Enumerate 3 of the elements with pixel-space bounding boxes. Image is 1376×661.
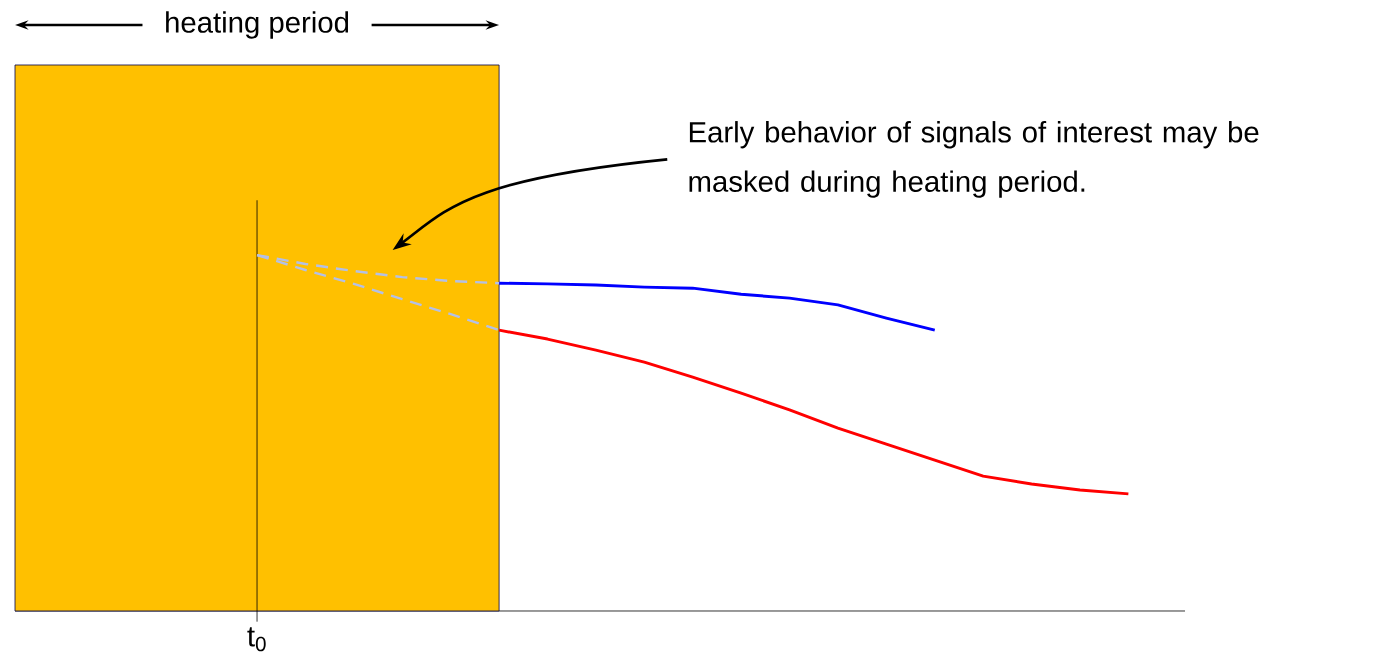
text: t$_{0}$ [247,627,266,652]
text: Early behavior of signals of interest may be masked during heating period. [689,121,1259,198]
text: heating period [166,11,349,39]
